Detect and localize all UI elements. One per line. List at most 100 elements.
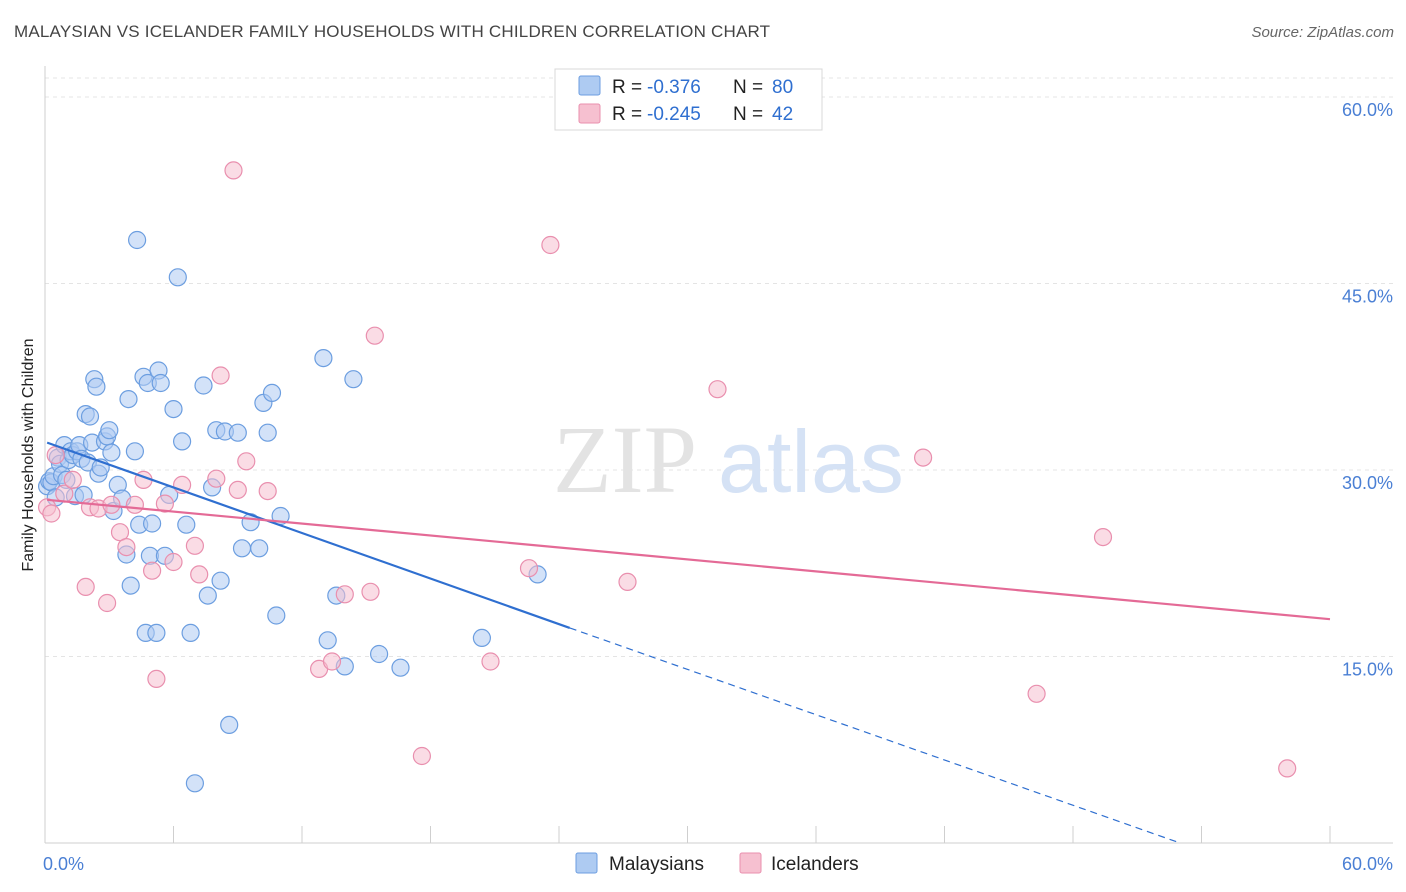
point-malaysians-76 [370, 644, 389, 664]
point-malaysians-59 [211, 571, 230, 590]
point-icelanders-18 [185, 536, 204, 555]
legend-r-value-icelanders: -0.245 [647, 104, 701, 125]
point-icelanders-20 [207, 469, 226, 488]
point-malaysians-53 [181, 623, 200, 643]
point-icelanders-25 [258, 482, 277, 501]
point-icelanders-35 [618, 572, 637, 592]
point-malaysians-65 [250, 539, 269, 558]
point-icelanders-24 [237, 452, 256, 471]
point-malaysians-29 [102, 443, 121, 462]
point-icelanders-27 [322, 652, 342, 671]
point-malaysians-56 [198, 586, 217, 605]
y-axis-label: Family Households with Children [20, 339, 37, 572]
x-tick-label-min: 0.0% [43, 854, 84, 874]
point-icelanders-21 [211, 366, 230, 385]
watermark-atlas: atlas [718, 412, 904, 511]
point-malaysians-52 [177, 515, 196, 534]
watermark: ZIP atlas [553, 406, 904, 513]
axes: 0.0% 60.0% [43, 66, 1393, 874]
data-points [37, 161, 1297, 793]
point-icelanders-19 [190, 565, 209, 584]
legend-n-label-icelanders: N = [733, 104, 763, 125]
point-malaysians-46 [151, 373, 170, 393]
legend-swatch-icelanders [578, 103, 601, 124]
y-tick-label-2: 45.0% [1342, 287, 1393, 307]
point-icelanders-11 [125, 495, 144, 514]
point-malaysians-28 [100, 421, 119, 440]
chart-source: Source: ZipAtlas.com [1251, 24, 1394, 41]
point-malaysians-68 [262, 383, 282, 402]
point-icelanders-38 [1027, 684, 1046, 703]
point-malaysians-61 [220, 715, 239, 735]
point-icelanders-4 [76, 577, 95, 597]
legend-n-label-malaysians: N = [733, 77, 763, 98]
point-icelanders-7 [97, 593, 117, 613]
point-malaysians-50 [168, 268, 187, 287]
y-tick-label-1: 30.0% [1342, 473, 1393, 493]
point-icelanders-39 [1093, 527, 1113, 547]
y-tick-label-3: 60.0% [1342, 100, 1393, 120]
series-legend: Malaysians Icelanders [575, 852, 859, 875]
point-malaysians-75 [344, 370, 363, 389]
point-malaysians-51 [173, 432, 192, 451]
legend-n-value-icelanders: 42 [772, 104, 793, 125]
point-malaysians-72 [318, 631, 337, 650]
point-malaysians-36 [125, 442, 144, 461]
point-malaysians-35 [121, 576, 140, 595]
legend-swatch-malaysians [578, 75, 601, 96]
point-malaysians-34 [119, 390, 138, 409]
point-icelanders-16 [164, 552, 183, 572]
correlation-legend: R = -0.376 N = 80 R = -0.245 N = 42 [554, 68, 823, 131]
x-tick-label-max: 60.0% [1342, 854, 1393, 874]
legend-r-label-malaysians: R = [612, 77, 642, 98]
bottom-legend-malaysians: Malaysians [609, 854, 704, 875]
point-malaysians-77 [391, 658, 410, 677]
point-icelanders-29 [361, 582, 380, 601]
point-icelanders-40 [1278, 759, 1297, 778]
point-malaysians-63 [232, 539, 252, 558]
point-malaysians-78 [472, 628, 491, 648]
point-icelanders-34 [541, 235, 560, 255]
point-icelanders-30 [365, 326, 384, 345]
point-malaysians-71 [314, 349, 333, 368]
point-icelanders-31 [412, 746, 431, 766]
legend-n-value-malaysians: 80 [772, 77, 793, 98]
point-icelanders-33 [519, 559, 539, 578]
point-malaysians-62 [228, 423, 247, 442]
bottom-legend-swatch-icelanders [739, 852, 762, 874]
bottom-legend-icelanders: Icelanders [771, 854, 859, 875]
point-icelanders-41 [42, 504, 61, 523]
point-icelanders-14 [147, 669, 166, 689]
point-malaysians-43 [143, 514, 162, 533]
y-tick-label-0: 15.0% [1342, 660, 1393, 680]
point-icelanders-32 [481, 652, 500, 671]
chart-title: MALAYSIAN VS ICELANDER FAMILY HOUSEHOLDS… [14, 22, 771, 41]
watermark-zip: ZIP [553, 406, 697, 513]
point-malaysians-67 [258, 423, 277, 442]
trend-lines [46, 441, 1331, 844]
point-malaysians-49 [164, 400, 183, 419]
legend-r-value-malaysians: -0.376 [647, 77, 701, 98]
gridlines: 15.0% 30.0% 45.0% 60.0% [45, 77, 1393, 680]
point-malaysians-54 [185, 774, 204, 793]
point-malaysians-55 [194, 376, 213, 395]
point-icelanders-3 [63, 470, 82, 489]
bottom-legend-swatch-malaysians [575, 852, 598, 874]
point-icelanders-10 [117, 537, 136, 557]
point-icelanders-15 [155, 494, 174, 513]
point-malaysians-37 [128, 230, 147, 250]
point-icelanders-22 [224, 161, 243, 180]
point-icelanders-1 [46, 446, 65, 465]
trend-line-malaysians [46, 441, 571, 629]
legend-r-label-icelanders: R = [612, 104, 642, 125]
point-malaysians-69 [267, 606, 286, 625]
trend-line-icelanders [47, 498, 1331, 621]
point-icelanders-23 [228, 480, 247, 499]
point-icelanders-36 [708, 380, 727, 399]
point-malaysians-20 [80, 407, 100, 426]
point-malaysians-23 [87, 377, 106, 396]
point-icelanders-37 [913, 448, 933, 467]
trend-line-malaysians-extrapolated [569, 627, 1181, 844]
point-malaysians-44 [147, 623, 166, 643]
